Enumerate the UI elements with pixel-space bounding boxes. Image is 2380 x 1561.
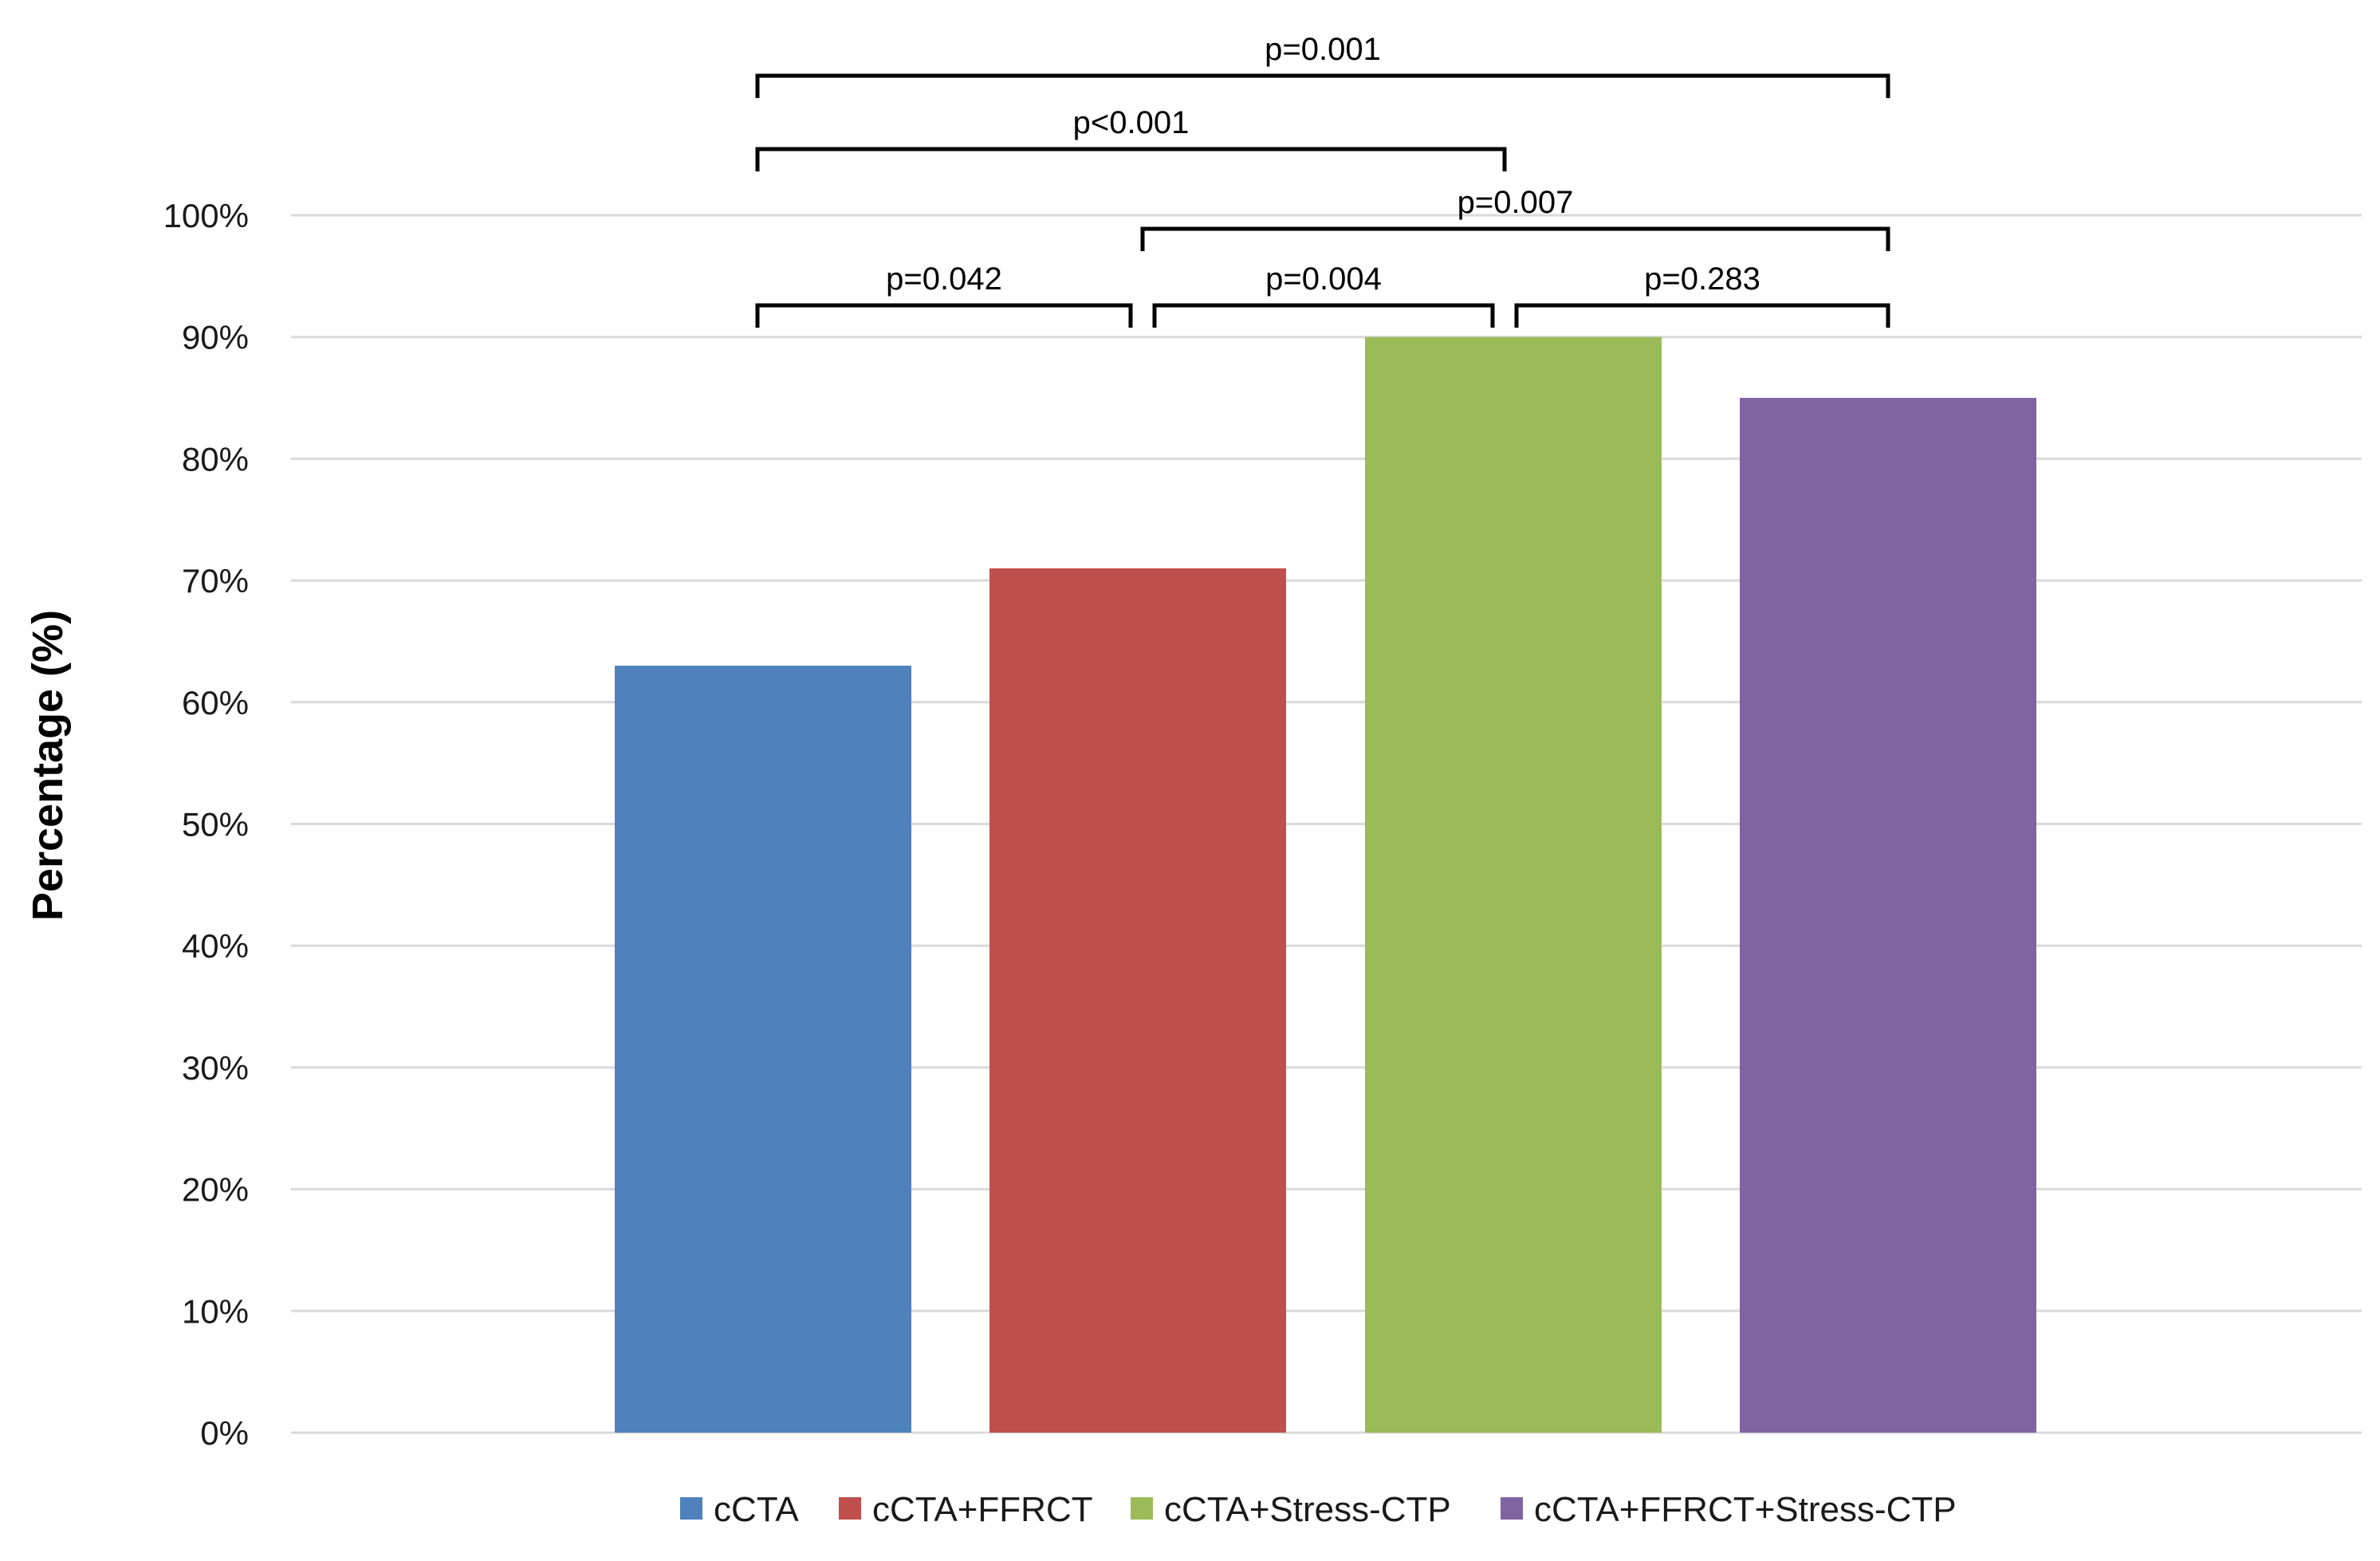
legend-label: cCTA — [714, 1490, 799, 1529]
legend-label: cCTA+FFRCT — [872, 1490, 1093, 1529]
bar-4 — [1740, 398, 2036, 1433]
bar-3 — [1365, 336, 1662, 1433]
p-value-label: p=0.042 — [886, 261, 1002, 297]
y-tick-label: 40% — [182, 927, 249, 965]
legend-swatch — [1131, 1497, 1153, 1520]
significance-bracket — [1152, 303, 1495, 328]
y-tick-label: 90% — [182, 319, 249, 356]
y-axis-label: Percentage (%) — [24, 610, 72, 921]
y-tick-label: 10% — [182, 1292, 249, 1330]
bars — [615, 336, 2036, 1433]
legend-swatch — [1501, 1497, 1523, 1520]
p-value-label: p<0.001 — [1073, 105, 1190, 140]
bar-1 — [615, 665, 911, 1433]
significance-brackets: p=0.001 p<0.001 p=0.007 p=0.042 p=0.004 p=0.2… — [755, 32, 1890, 328]
p-value-label: p=0.001 — [1265, 32, 1381, 67]
y-tick-label: 50% — [182, 806, 249, 843]
y-tick-label: 80% — [182, 440, 249, 478]
y-tick-label: 70% — [182, 562, 249, 600]
y-tick-label: 0% — [200, 1414, 249, 1452]
significance-bracket — [1140, 226, 1890, 251]
legend: cCTA cCTA+FFRCT cCTA+Stress-CTP cCTA+FFRCT+… — [680, 1490, 1957, 1529]
y-tick-label: 60% — [182, 684, 249, 722]
significance-bracket — [1514, 303, 1890, 328]
y-axis-ticks: 0% 10% 20% 30% 40% 50% 60% 70% 80% 90% 100% — [163, 197, 249, 1452]
y-tick-label: 30% — [182, 1049, 249, 1087]
significance-bracket — [755, 73, 1890, 98]
p-value-label: p=0.007 — [1458, 185, 1574, 220]
y-tick-label: 100% — [163, 197, 249, 234]
p-value-label: p=0.283 — [1644, 261, 1760, 297]
bar-2 — [989, 568, 1286, 1433]
grid-lines — [291, 214, 2362, 1434]
legend-swatch — [680, 1497, 702, 1520]
legend-label: cCTA+FFRCT+Stress-CTP — [1534, 1490, 1957, 1529]
significance-bracket — [755, 147, 1507, 171]
legend-swatch — [839, 1497, 861, 1520]
significance-bracket — [755, 303, 1133, 328]
legend-label: cCTA+Stress-CTP — [1164, 1490, 1451, 1529]
p-value-label: p=0.004 — [1265, 261, 1382, 297]
y-tick-label: 20% — [182, 1171, 249, 1209]
